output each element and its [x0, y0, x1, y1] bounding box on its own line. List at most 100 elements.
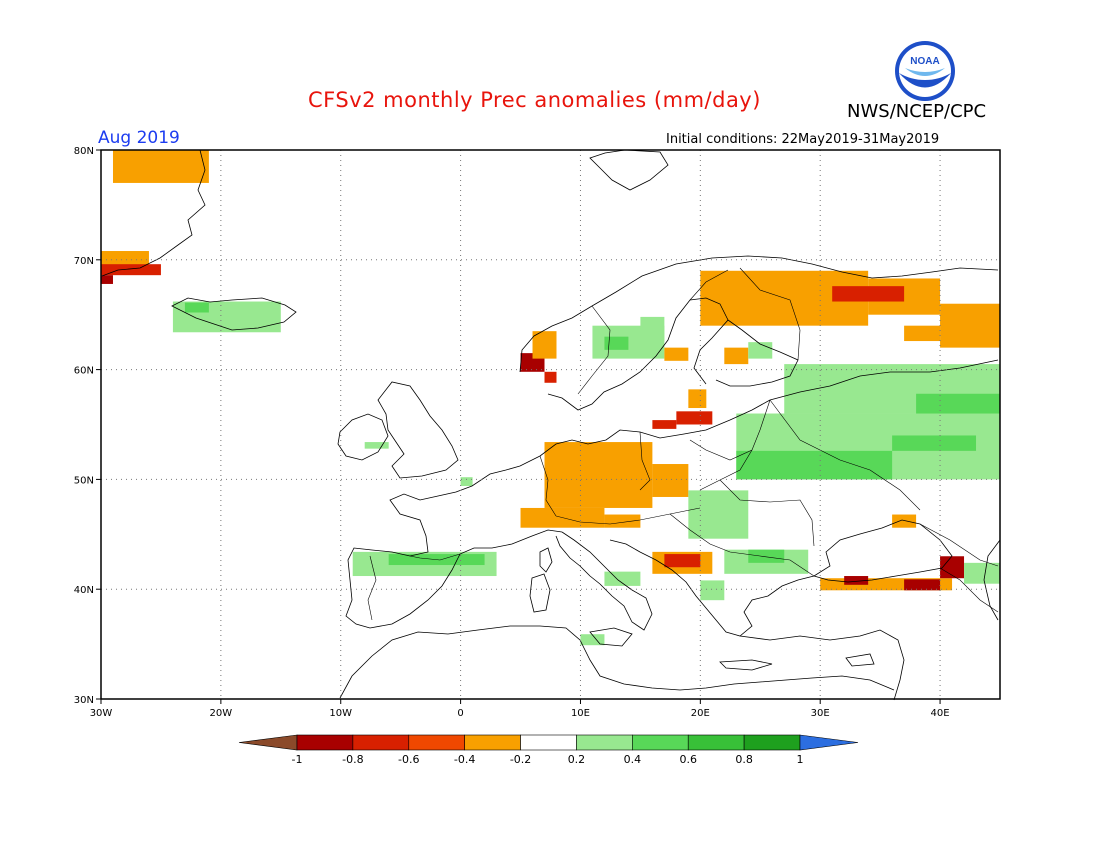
longitude-labels: 30W 20W 10W 0 10E 20E 30E 40E [90, 708, 950, 719]
border-romania [719, 479, 815, 547]
anomaly-cell [892, 435, 977, 451]
lon-label: 30W [90, 708, 113, 719]
anomaly-cell [604, 571, 641, 586]
anomaly-cell [892, 514, 917, 528]
anomaly-cell [604, 514, 641, 528]
anomaly-cell [964, 562, 1000, 584]
coastline-iceland [171, 297, 297, 331]
lat-label: 80N [74, 146, 94, 157]
colorbar-label: 0.4 [624, 753, 642, 766]
noaa-logo-inner [899, 45, 951, 97]
coastline-greenland [101, 149, 206, 277]
border-poland-germany [639, 431, 651, 491]
anomaly-cell [604, 336, 629, 350]
anomaly-cell [676, 411, 713, 425]
anomaly-cell [688, 389, 707, 409]
map-frame [100, 149, 1001, 700]
border-caucasus [919, 523, 999, 567]
coastline-svalbard [589, 149, 669, 191]
coastline-crete [719, 659, 773, 671]
noaa-logo-text: NOAA [910, 56, 939, 67]
lon-label: 20W [210, 708, 233, 719]
anomaly-cell [844, 576, 869, 585]
noaa-logo-wave [905, 68, 945, 76]
anomaly-cell [940, 303, 1000, 348]
coastline-finland [715, 319, 799, 387]
colorbar-bin [464, 734, 521, 751]
coastline-italy [555, 531, 653, 631]
anomaly-cell [112, 150, 209, 183]
colorbar: -1 -0.8 -0.6 -0.4 -0.2 0.2 0.4 0.6 0.8 1 [238, 734, 859, 766]
anomaly-cell [364, 442, 389, 449]
coastline-ireland [337, 413, 389, 461]
border-poland-ukraine [699, 449, 753, 491]
anomaly-cell [736, 450, 893, 480]
anomaly-cell [580, 634, 605, 646]
anomaly-cell [460, 477, 473, 486]
colorbar-label: 1 [797, 753, 804, 766]
border-finland-russia [739, 267, 801, 361]
border-turkey-east [939, 567, 999, 613]
border-spain-portugal [367, 555, 377, 621]
lon-label: 20E [691, 708, 710, 719]
anomaly-cell [652, 420, 677, 429]
colorbar-label: -0.4 [454, 753, 475, 766]
anomaly-cell [700, 580, 725, 601]
coastline-cyprus [845, 653, 875, 667]
anomaly-fill-layer [101, 150, 1000, 646]
coastline-layer [101, 149, 1001, 701]
border-sweden-finland [689, 269, 729, 301]
anomaly-cell [904, 579, 941, 591]
colorbar-label: -0.2 [510, 753, 531, 766]
anomaly-cell [664, 347, 689, 361]
coastline-black-sea [813, 519, 953, 583]
coastline-continent-north [345, 359, 999, 629]
border-balkans [669, 513, 815, 577]
forecast-month-label: Aug 2019 [98, 128, 180, 148]
anomaly-cell [101, 264, 161, 276]
colorbar-label: 0.6 [679, 753, 697, 766]
colorbar-bin [520, 734, 577, 751]
anomaly-cell [544, 371, 557, 383]
lat-label: 60N [74, 366, 94, 377]
border-france-spain [409, 553, 461, 561]
colorbar-over-arrow [799, 734, 859, 751]
anomaly-cell [544, 442, 653, 508]
lat-lon-grid [96, 149, 1000, 704]
lon-label: 0 [457, 708, 463, 719]
colorbar-label: -0.8 [342, 753, 363, 766]
colorbar-bin [408, 734, 465, 751]
chart-title: CFSv2 monthly Prec anomalies (mm/day) [308, 88, 761, 112]
colorbar-bin [352, 734, 410, 751]
coastline-sardinia [529, 573, 551, 613]
lon-label: 30E [811, 708, 830, 719]
lon-label: 10W [329, 708, 352, 719]
coastline-sicily [589, 627, 633, 647]
anomaly-cell [640, 316, 665, 343]
coastline-great-britain [377, 381, 459, 479]
border-alps [555, 507, 701, 525]
colorbar-bin [632, 734, 689, 751]
colorbar-label: -0.6 [398, 753, 419, 766]
lon-label: 40E [931, 708, 950, 719]
border-ukraine-russia [769, 399, 921, 511]
anomaly-cell [664, 554, 701, 568]
anomaly-cell [748, 549, 785, 563]
initial-conditions-label: Initial conditions: 22May2019-31May2019 [666, 132, 940, 147]
lon-label: 10E [571, 708, 590, 719]
lat-label: 30N [74, 695, 94, 706]
colorbar-bin [743, 734, 801, 751]
lat-label: 70N [74, 256, 94, 267]
border-norway-sweden [577, 305, 611, 395]
coastline-caspian [983, 539, 1001, 621]
coastline-balkans [609, 539, 815, 637]
lat-label: 50N [74, 475, 94, 486]
colorbar-bin [687, 734, 745, 751]
noaa-logo: NOAA [895, 41, 955, 101]
anomaly-cell [184, 302, 209, 313]
anomaly-cell [832, 286, 905, 302]
colorbar-under-arrow [238, 734, 298, 751]
colorbar-label: -1 [292, 753, 303, 766]
anomaly-cell [101, 275, 113, 284]
